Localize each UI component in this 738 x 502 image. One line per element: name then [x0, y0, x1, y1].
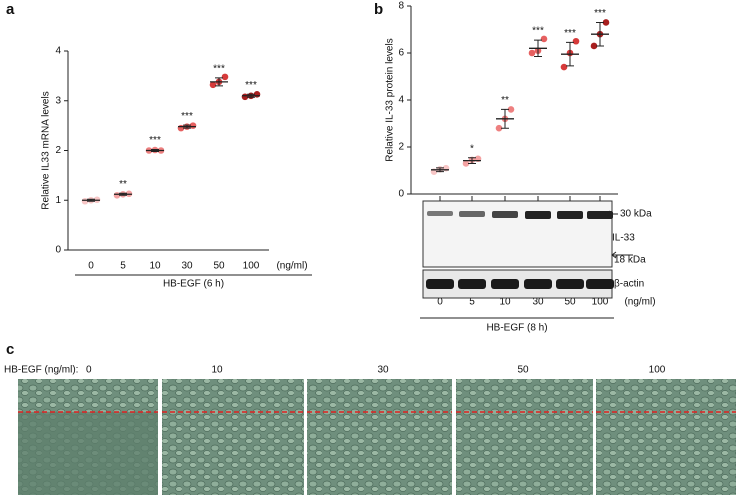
y-tick-label: 0 [55, 245, 61, 256]
band [586, 279, 614, 289]
significance: ** [119, 179, 127, 190]
x-tick-label: 5 [120, 261, 126, 272]
data-point [241, 93, 249, 101]
arrow [611, 251, 633, 259]
data-point [113, 191, 121, 199]
micrograph [596, 379, 736, 495]
micrograph [162, 379, 304, 495]
x-tick-label: 10 [499, 297, 511, 308]
y-tick-label: 1 [55, 195, 61, 206]
y-tick-label: 4 [55, 46, 61, 57]
y-axis-label: Relative IL33 mRNA levels [41, 91, 52, 209]
blot-label: 18 kDa [614, 255, 646, 266]
x-unit-label: (ng/ml) [624, 297, 655, 308]
wound-area [18, 412, 158, 495]
x-tick-label: 50 [564, 297, 576, 308]
dose-prefix: HB-EGF (ng/ml): [4, 365, 78, 376]
data-point [572, 37, 580, 45]
dose-label: 0 [86, 365, 92, 376]
band [491, 279, 519, 289]
y-axis-label: Relative IL-33 protein levels [385, 38, 396, 161]
data-point [462, 160, 470, 167]
panel-label: a [6, 1, 15, 18]
significance: * [470, 143, 474, 154]
data-point [189, 122, 197, 129]
blot-il33 [422, 200, 613, 268]
blot-label: 30 kDa [620, 209, 652, 220]
blot-label: IL-33 [612, 233, 635, 244]
data-point [590, 42, 598, 50]
x-tick-label: 50 [213, 261, 225, 272]
micrograph [307, 379, 452, 495]
data-point [209, 81, 217, 89]
band [459, 211, 485, 217]
data-point [540, 35, 548, 43]
data-point [528, 49, 536, 57]
significance: *** [213, 64, 225, 75]
dose-label: 50 [517, 365, 529, 376]
x-axis-label: HB-EGF (8 h) [486, 323, 547, 334]
data-point [495, 124, 503, 132]
blot-label: β-actin [614, 279, 644, 290]
x-tick-label: 100 [243, 261, 260, 272]
significance: *** [149, 135, 161, 146]
y-tick-label: 2 [55, 145, 61, 156]
x-tick-label: 0 [88, 261, 94, 272]
x-axis-label: HB-EGF (6 h) [163, 279, 224, 290]
x-tick-label: 30 [181, 261, 193, 272]
data-point [221, 73, 229, 81]
y-tick-label: 2 [398, 142, 404, 153]
significance: *** [181, 111, 193, 122]
data-point [560, 63, 568, 71]
x-tick-label: 30 [532, 297, 544, 308]
y-tick-label: 4 [398, 95, 404, 106]
x-tick-label: 0 [437, 297, 443, 308]
band [427, 211, 453, 216]
y-tick-label: 6 [398, 48, 404, 59]
data-point [507, 106, 515, 113]
significance: *** [532, 26, 544, 37]
x-tick-label: 100 [592, 297, 609, 308]
dose-label: 10 [211, 365, 223, 376]
band [524, 279, 552, 289]
y-tick-label: 8 [398, 1, 404, 12]
band [458, 279, 486, 289]
band [525, 211, 551, 219]
data-point [81, 197, 89, 205]
y-tick-label: 3 [55, 95, 61, 106]
band [557, 211, 583, 219]
data-point [602, 19, 610, 26]
panel-label: c [6, 341, 14, 358]
dose-label: 100 [649, 365, 666, 376]
significance: *** [245, 80, 257, 91]
dose-label: 30 [377, 365, 389, 376]
x-unit-label: (ng/ml) [276, 261, 307, 272]
significance: ** [501, 95, 509, 106]
panel-label: b [374, 1, 383, 18]
significance: *** [594, 8, 606, 19]
band [492, 211, 518, 218]
band [556, 279, 584, 289]
x-tick-label: 5 [469, 297, 475, 308]
significance: *** [564, 28, 576, 39]
band [426, 279, 454, 289]
micrograph [456, 379, 593, 495]
band [587, 211, 613, 219]
arrow [605, 210, 618, 218]
x-tick-label: 10 [149, 261, 161, 272]
y-tick-label: 0 [398, 189, 404, 200]
